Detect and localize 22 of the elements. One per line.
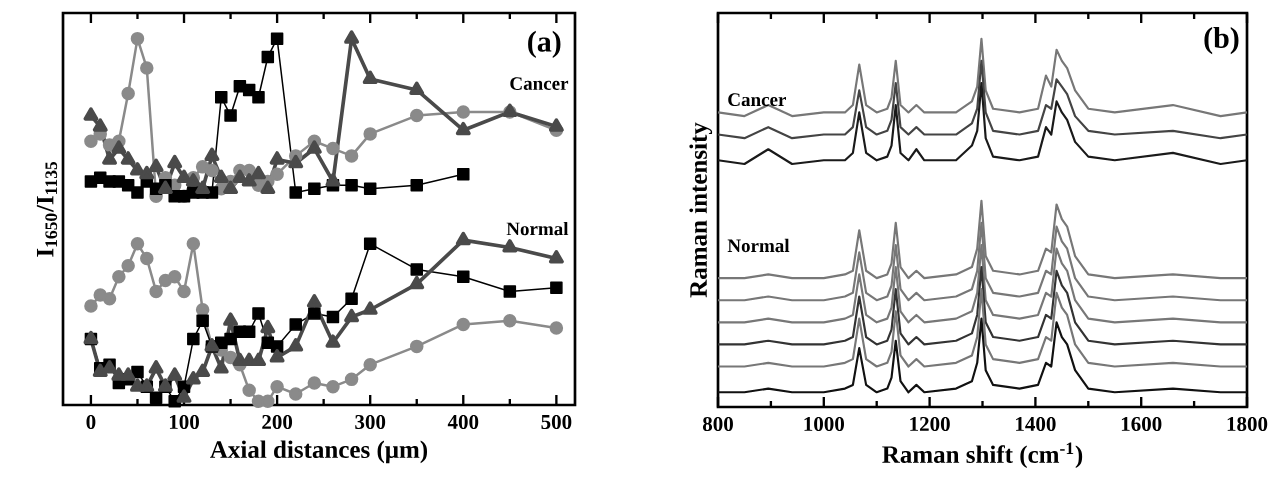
annotation: Normal [506,221,569,236]
y-axis-title: I$_{1650}$/I$_{1135}$ [36,161,58,257]
x-tick-label: 400 [447,414,479,430]
annotation: Normal [727,238,790,253]
x-tick-label: 1200 [910,416,950,432]
x-tick-label: 800 [702,416,733,432]
annotation: (b) [1204,26,1239,55]
x-tick-label: 100 [169,414,199,430]
annotation: Cancer [728,93,787,107]
x-tick-label: 1600 [1121,416,1162,432]
x-tick-label: 300 [355,414,386,430]
x-tick-label: 1800 [1227,416,1268,432]
x-axis-title: Axial distances (μm) [210,440,428,464]
x-tick-label: 200 [262,414,293,430]
x-tick-label: 0 [86,414,96,430]
x-tick-label: 1400 [1016,416,1056,432]
annotation: Cancer [510,77,569,90]
y-axis-title: Raman intensity [689,122,713,298]
x-tick-label: 500 [541,414,572,430]
x-axis-title: Raman shift (cm$^{-1}$) [882,442,1083,469]
x-tick-label: 1000 [804,416,844,432]
annotation: (a) [528,30,561,58]
